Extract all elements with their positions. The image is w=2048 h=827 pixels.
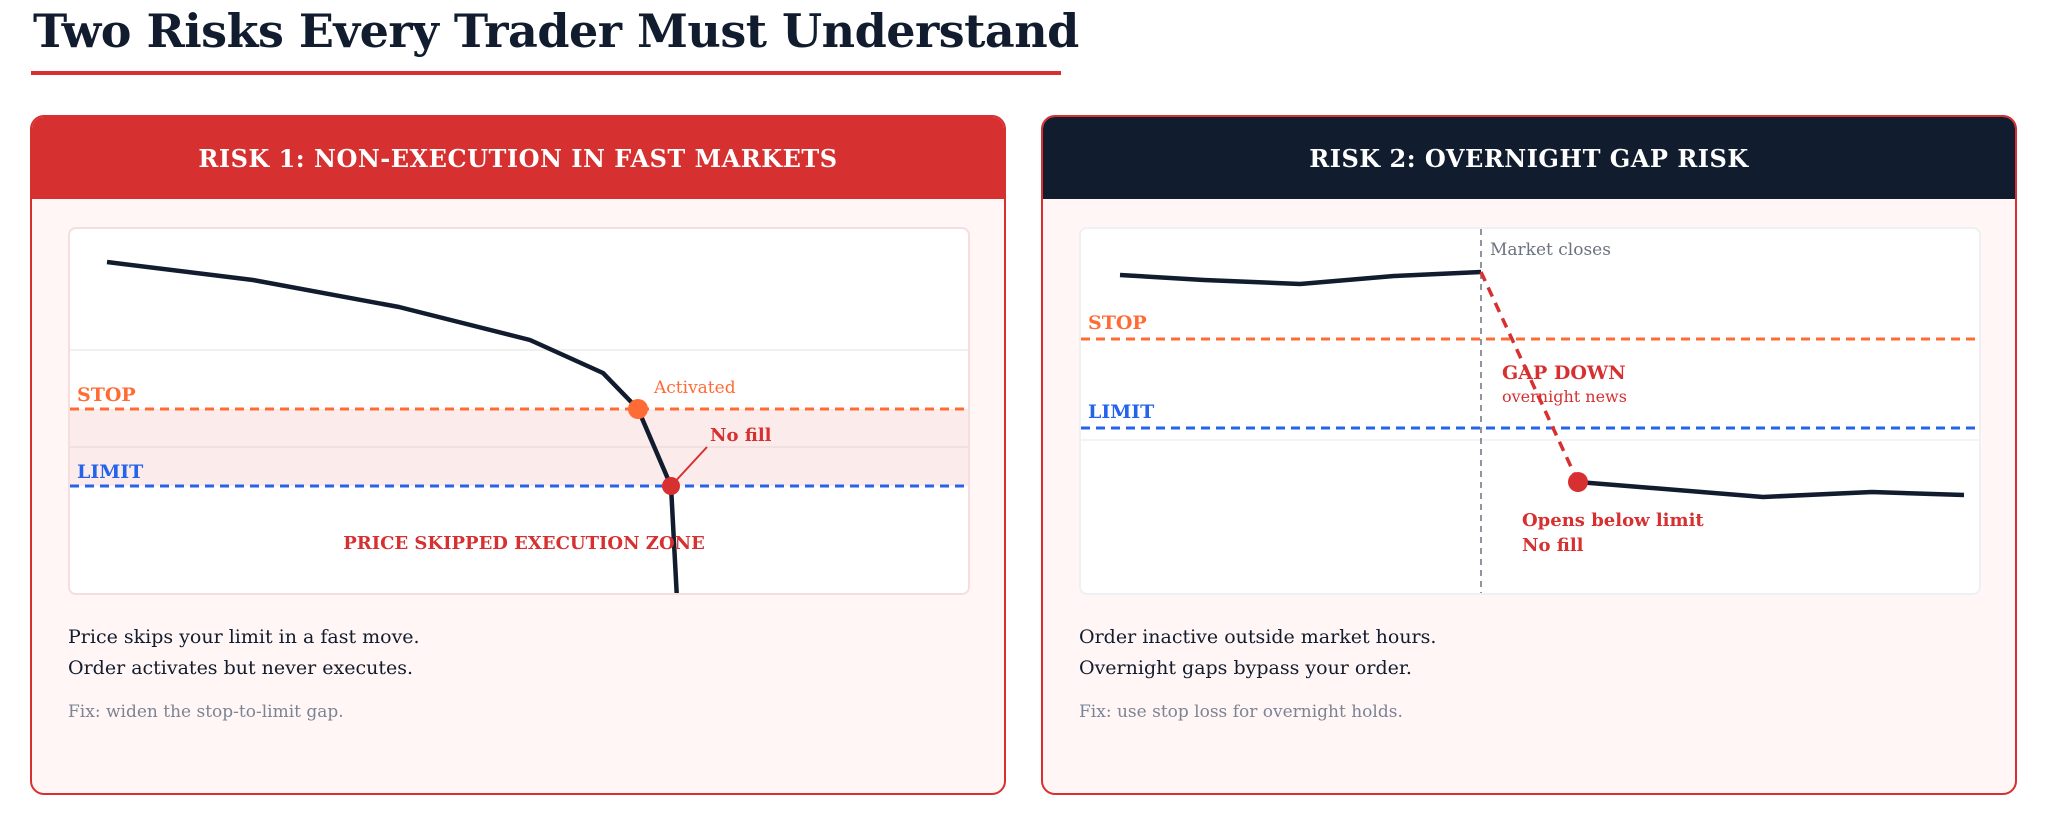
- stop-label: STOP: [77, 384, 136, 406]
- risk1-desc-line: Price skips your limit in a fast move.: [68, 626, 420, 648]
- gap-line: [1479, 271, 1580, 483]
- title-underline: [31, 71, 1061, 75]
- limit-label: LIMIT: [77, 461, 143, 483]
- zone-label: PRICE SKIPPED EXECUTION ZONE: [343, 533, 705, 554]
- no-fill-dot: [662, 477, 680, 495]
- risk1-description: Price skips your limit in a fast move. O…: [68, 622, 420, 684]
- risk1-diagram: STOP LIMIT Activated No fill PRICE SKIPP…: [68, 227, 970, 595]
- no-fill-label: No fill: [710, 425, 772, 446]
- risk2-fix: Fix: use stop loss for overnight holds.: [1079, 702, 1403, 722]
- risk1-card: RISK 1: NON-EXECUTION IN FAST MARKETS ST…: [30, 115, 1006, 795]
- opens-below-limit-label: Opens below limit: [1522, 510, 1704, 531]
- market-closes-label: Market closes: [1490, 240, 1611, 260]
- stop-label: STOP: [1088, 312, 1147, 334]
- risk2-desc-line: Overnight gaps bypass your order.: [1079, 657, 1412, 679]
- risk2-description: Order inactive outside market hours. Ove…: [1079, 622, 1436, 684]
- price-line-day2: [1577, 479, 1965, 500]
- risk2-card: RISK 2: OVERNIGHT GAP RISK Market closes…: [1041, 115, 2017, 795]
- activated-label: Activated: [653, 378, 736, 398]
- open-dot: [1568, 472, 1588, 492]
- gap-sublabel: overnight news: [1502, 387, 1627, 406]
- risk1-desc-line: Order activates but never executes.: [68, 657, 414, 679]
- risk1-header: RISK 1: NON-EXECUTION IN FAST MARKETS: [32, 117, 1004, 199]
- limit-label: LIMIT: [1088, 401, 1154, 423]
- gap-down-label: GAP DOWN: [1502, 362, 1626, 384]
- page-title: Two Risks Every Trader Must Understand: [33, 4, 1079, 58]
- price-line-day1: [1119, 269, 1482, 287]
- no-fill-label: No fill: [1522, 535, 1584, 556]
- risk2-desc-line: Order inactive outside market hours.: [1079, 626, 1437, 648]
- price-line: [106, 259, 679, 593]
- risk1-fix: Fix: widen the stop-to-limit gap.: [68, 702, 344, 722]
- risk2-header: RISK 2: OVERNIGHT GAP RISK: [1043, 117, 2015, 199]
- activated-dot: [628, 399, 648, 419]
- risk2-diagram: Market closes STOP LIMIT GAP DOWN overni…: [1079, 227, 1981, 595]
